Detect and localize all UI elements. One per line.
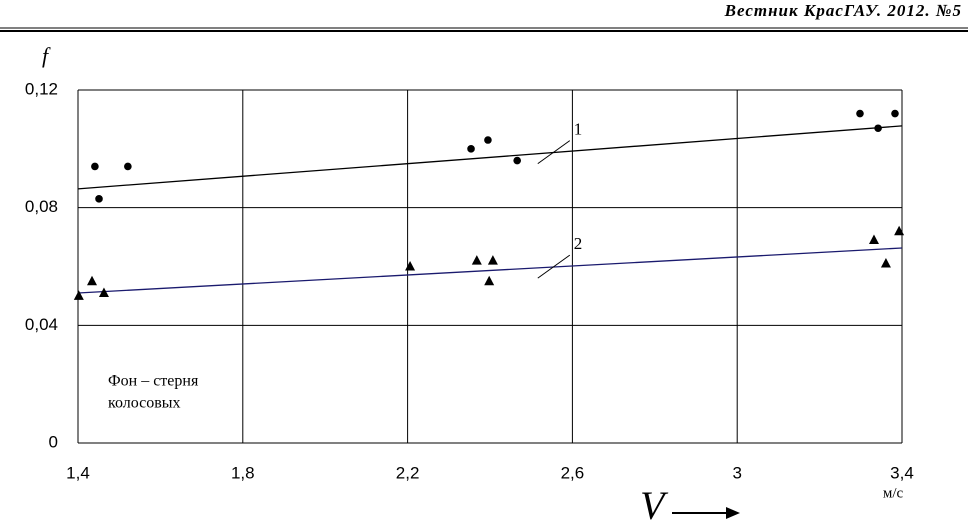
x-tick-label: 3,4 — [890, 463, 914, 482]
x-tick-label: 1,4 — [66, 463, 90, 482]
data-point — [95, 195, 103, 203]
data-point — [87, 275, 98, 286]
data-point — [98, 287, 109, 297]
data-point — [91, 162, 99, 171]
series-label: 1 — [574, 120, 583, 139]
data-point — [874, 124, 882, 133]
data-point — [880, 258, 891, 268]
annotation: колосовых — [108, 395, 181, 412]
label-leader — [537, 140, 571, 165]
data-point — [868, 234, 879, 245]
data-point — [894, 225, 905, 236]
y-tick-label: 0,04 — [25, 315, 58, 334]
data-point — [124, 162, 132, 171]
y-tick-label: 0 — [49, 432, 58, 451]
x-axis-label: V — [640, 483, 669, 524]
data-point — [513, 156, 521, 165]
data-point — [73, 290, 84, 300]
data-point — [471, 255, 482, 265]
data-point — [484, 136, 492, 144]
series-label: 2 — [574, 234, 583, 253]
data-point — [405, 261, 416, 271]
label-leader — [537, 254, 571, 279]
data-point — [487, 255, 498, 265]
trend-line — [77, 125, 903, 190]
y-axis-label: f — [42, 43, 51, 68]
journal-header: Вестник КрасГАУ. 2012. №5 — [724, 1, 962, 20]
x-unit: м/с — [883, 485, 904, 501]
x-tick-label: 1,8 — [231, 463, 255, 482]
x-tick-label: 3 — [732, 463, 741, 482]
data-point — [856, 109, 864, 118]
data-point — [484, 275, 495, 286]
trend-line — [77, 247, 903, 294]
x-arrow-head — [726, 507, 740, 519]
annotation: Фон – стерня — [108, 373, 199, 390]
y-tick-label: 0,08 — [25, 197, 58, 216]
x-tick-label: 2,6 — [561, 463, 585, 482]
data-point — [467, 145, 475, 153]
y-tick-label: 0,12 — [25, 79, 58, 98]
x-tick-label: 2,2 — [396, 463, 420, 482]
data-point — [891, 109, 899, 118]
